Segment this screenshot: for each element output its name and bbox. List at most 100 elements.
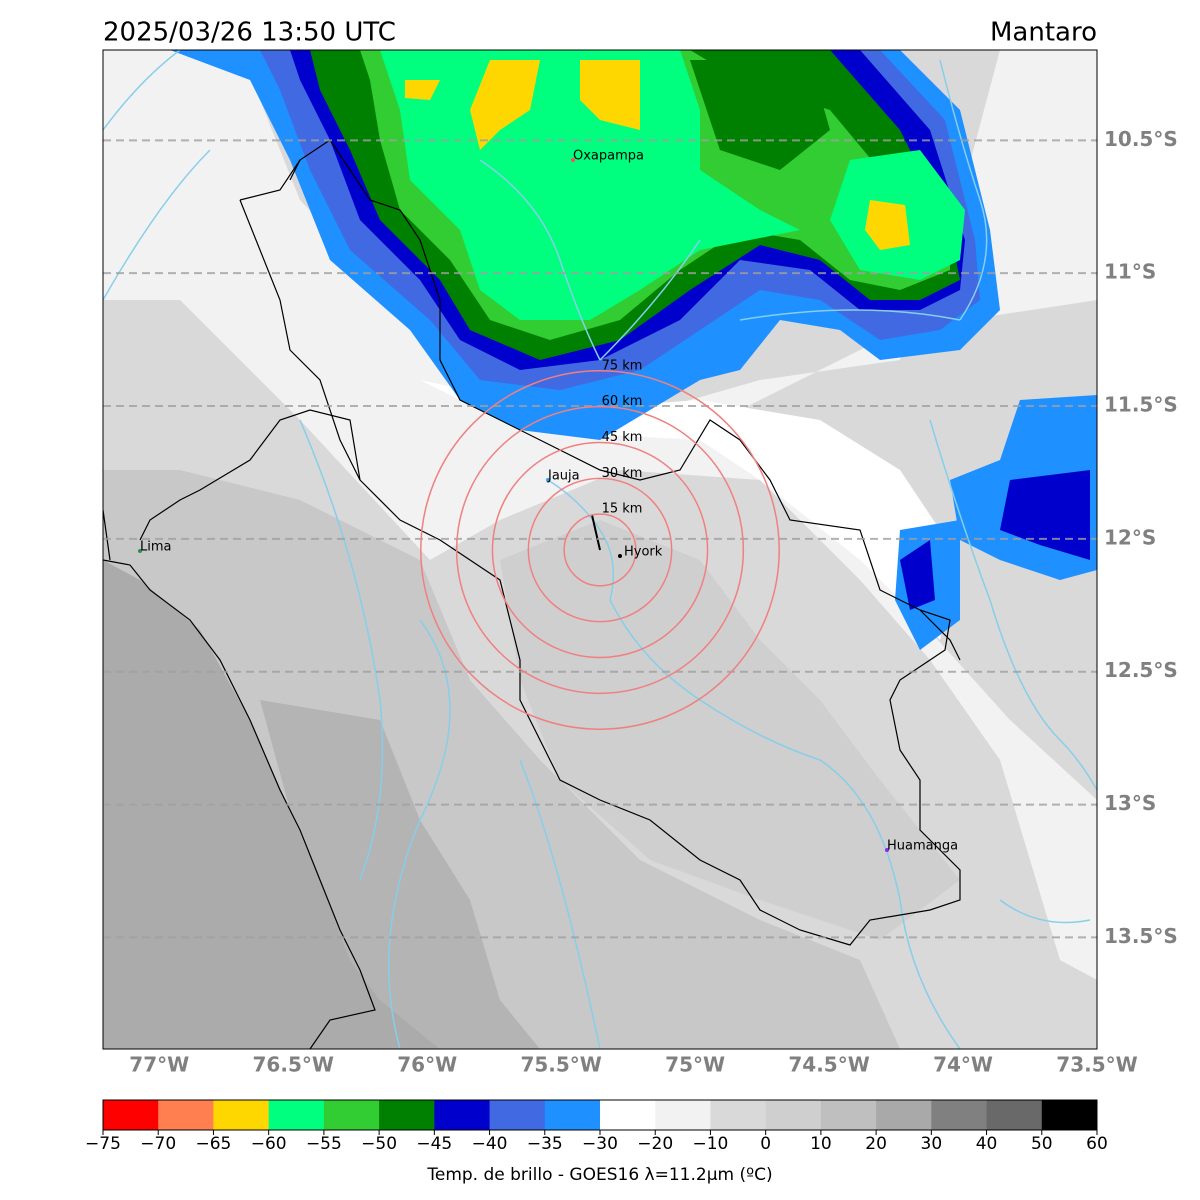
desert-grey [260,700,540,1049]
lon-label: 74.5°W [788,1053,869,1077]
ring-label: 30 km [602,466,643,481]
colorbar-tick-label: 40 [976,1134,998,1154]
ring-label: 75 km [602,358,643,373]
colorbar-segment [489,1100,546,1130]
satellite-image [103,50,1097,1049]
colorbar-tick-label: −40 [472,1134,508,1154]
river [739,309,961,321]
colorbar-tick-label: −30 [582,1134,618,1154]
range-ring [527,477,673,623]
cloud-core [900,540,935,610]
colorbar-segment [655,1100,711,1130]
border [139,139,961,946]
range-ring [455,405,745,695]
city-label: Jauja [547,469,580,484]
range-ring [563,513,637,587]
colorbar-segment [986,1100,1043,1130]
ring-label: 45 km [602,430,643,445]
border [239,199,361,481]
colorbar-segment [876,1100,932,1130]
river [103,149,211,301]
colorbar-segment [710,1100,767,1130]
colorbar-tick-label: −75 [85,1134,121,1154]
city-label: Lima [140,540,171,555]
cloud-core [1000,470,1090,560]
colorbar-segment [765,1100,822,1130]
colorbar-tick-label: −35 [527,1134,563,1154]
colorbar-tick-label: 0 [760,1134,771,1154]
river [519,759,601,1049]
lat-label: 11°S [1104,260,1156,284]
ring-label: 60 km [602,394,643,409]
colorbar-segment [158,1100,214,1130]
colorbar-segment [213,1100,270,1130]
colorbar-segment [820,1100,877,1130]
colorbar-tick-label: −45 [416,1134,452,1154]
colorbar-label: Temp. de brillo - GOES16 λ=11.2μm (ºC) [426,1165,772,1185]
colorbar-tick-label: −10 [692,1134,728,1154]
lon-label: 73.5°W [1056,1053,1137,1077]
city-label: Hyork [624,545,663,560]
lon-label: 74°W [933,1053,993,1077]
city-marker [885,848,889,852]
lon-label: 77°W [129,1053,189,1077]
cloud-dgreen [690,60,830,170]
colorbar-segment [323,1100,380,1130]
colorbar-segment [379,1100,435,1130]
cloud-yellow [580,60,640,130]
river [999,899,1091,924]
colorbar-segment [1041,1100,1098,1130]
colorbar-segment [931,1100,988,1130]
colorbar-tick-label: −70 [140,1134,176,1154]
colorbar-tick-label: 10 [810,1134,832,1154]
colorbar-segment [103,1100,159,1130]
colorbar-segment [600,1100,656,1130]
border [289,159,301,181]
colorbar-tick-label: 60 [1086,1134,1108,1154]
river [479,159,601,361]
title: 2025/03/26 13:50 UTC [103,18,396,48]
river [929,419,1097,791]
region-title: Mantaro [990,18,1097,48]
lon-label: 76.5°W [253,1053,334,1077]
river [599,239,701,361]
coastline [103,509,111,561]
cloud-yellow [405,80,440,100]
colorbar-tick-label: 30 [921,1134,943,1154]
river [103,50,181,131]
clear-area [420,380,960,640]
colorbar-segment [434,1100,491,1130]
river [939,59,988,321]
city-marker [546,478,550,482]
colorbar-segment [268,1100,325,1130]
valley-grey [500,520,960,940]
colorbar-tick-label: −55 [306,1134,342,1154]
lon-label: 75°W [665,1053,725,1077]
ring-label: 15 km [602,502,643,517]
lat-label: 10.5°S [1104,127,1178,151]
colorbar-tick-label: 20 [865,1134,887,1154]
city-marker [138,549,142,553]
range-ring [491,441,709,659]
range-ring [420,370,780,730]
cloud-yellow [470,60,540,150]
coastline [103,559,376,1049]
lon-label: 76°W [397,1053,457,1077]
map-frame [102,49,1098,1050]
lat-label: 12°S [1104,525,1156,549]
colorbar-tick-label: 50 [1031,1134,1053,1154]
colorbar-tick-label: −20 [637,1134,673,1154]
city-marker [571,158,575,162]
lat-label: 13.5°S [1104,924,1178,948]
colorbar-tick-label: −60 [251,1134,287,1154]
river [388,619,451,1049]
border [919,609,961,661]
colorbar-tick-label: −50 [361,1134,397,1154]
colorbar-segment [544,1100,601,1130]
lon-label: 75.5°W [520,1053,601,1077]
river [299,419,384,881]
city-label: Huamanga [887,839,958,854]
lat-label: 12.5°S [1104,658,1178,682]
lat-label: 13°S [1104,791,1156,815]
